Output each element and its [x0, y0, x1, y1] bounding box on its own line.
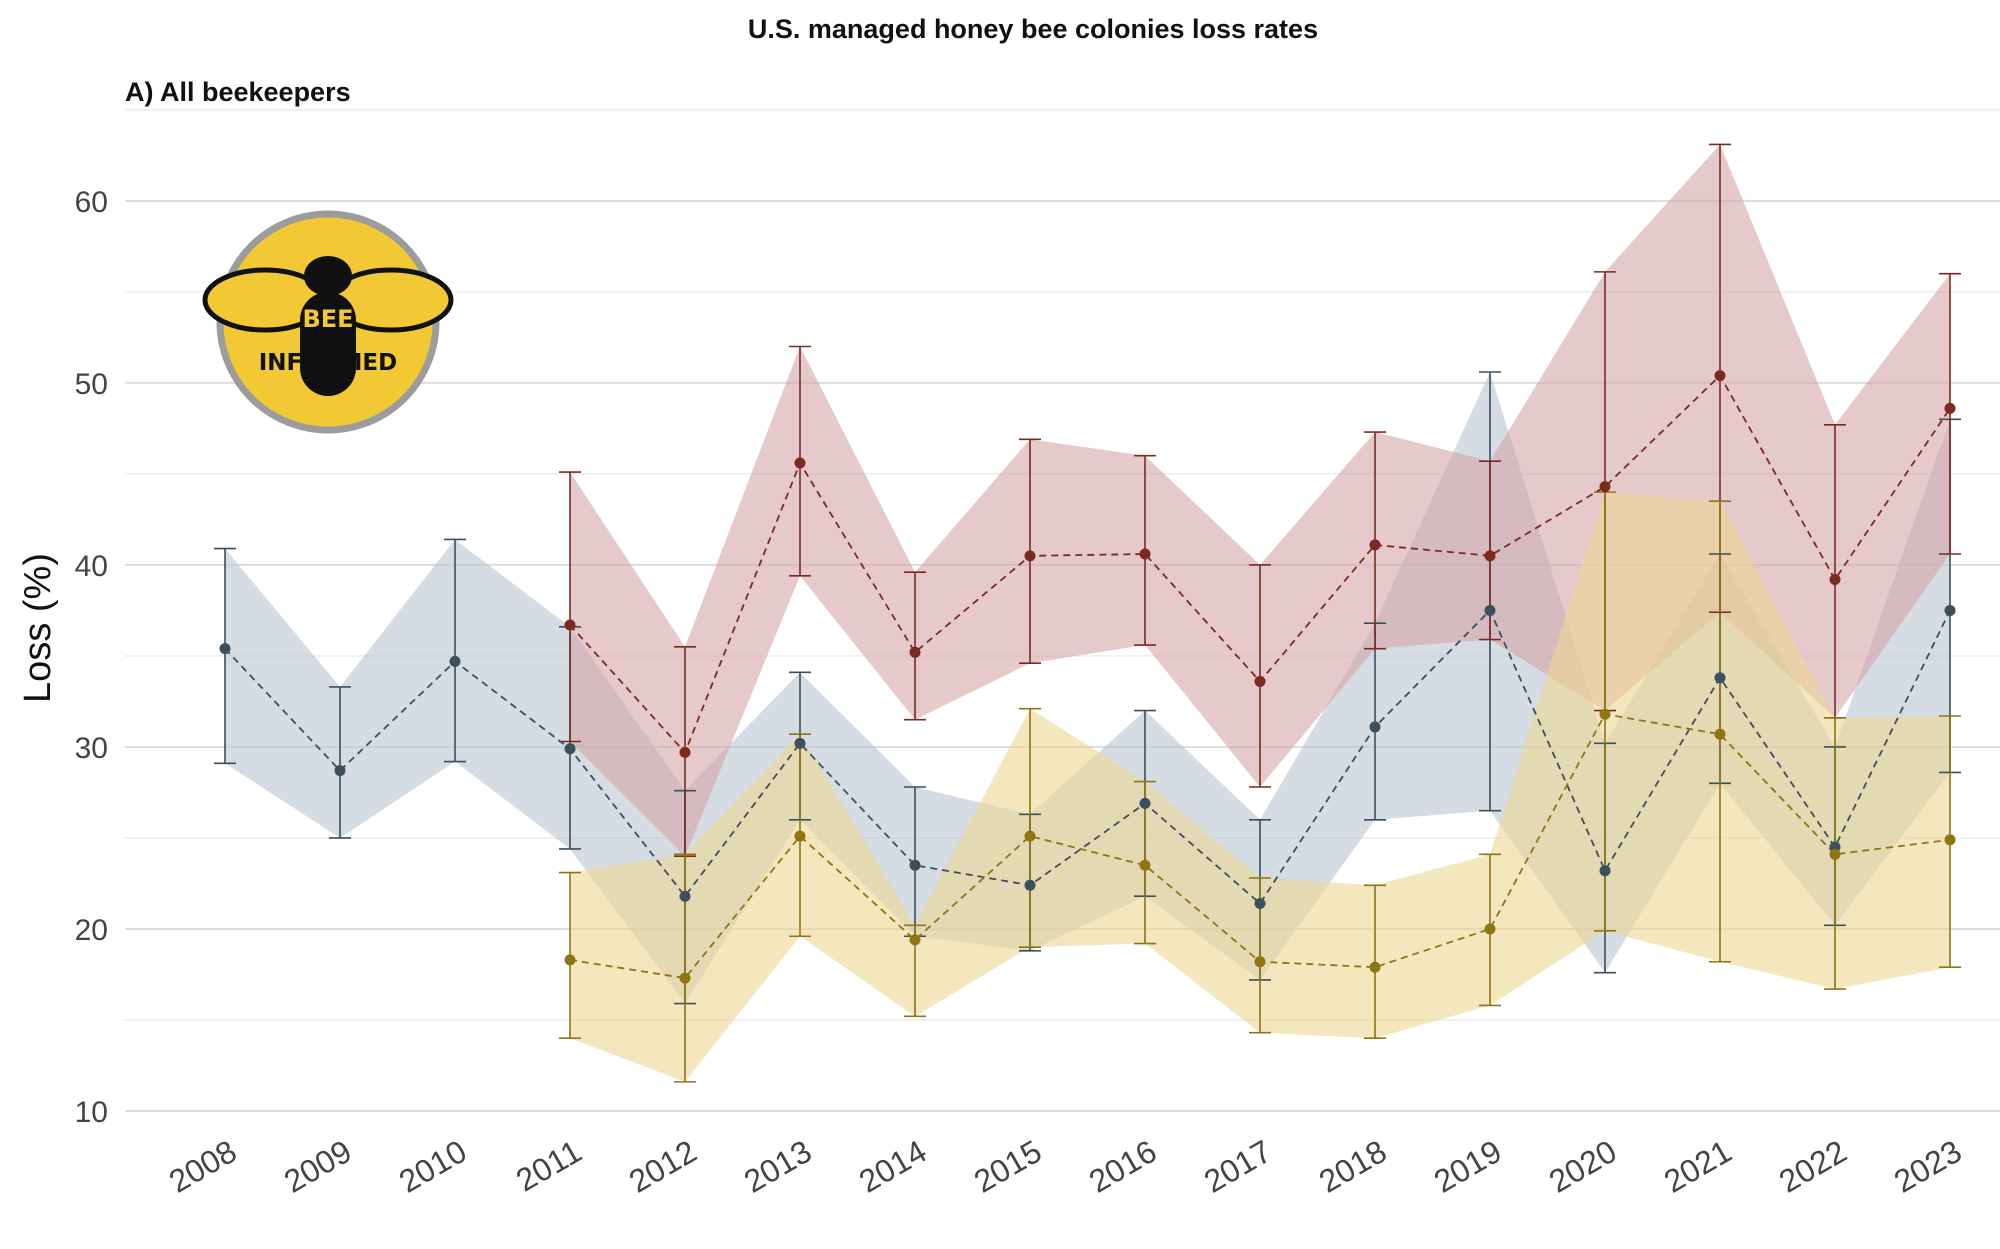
- y-tick-label: 40: [75, 550, 108, 583]
- data-point: [794, 457, 806, 469]
- data-point: [1254, 956, 1266, 968]
- data-point: [1599, 481, 1611, 493]
- data-point: [1484, 550, 1496, 562]
- error-bar: [214, 547, 236, 765]
- chart-title: U.S. managed honey bee colonies loss rat…: [748, 14, 1318, 44]
- data-point: [1139, 548, 1151, 560]
- data-point: [1944, 402, 1956, 414]
- y-tick-label: 30: [75, 732, 108, 765]
- data-point: [1944, 604, 1956, 616]
- data-point: [1599, 865, 1611, 877]
- series-line-0: [224, 608, 1951, 905]
- data-point: [1254, 675, 1266, 687]
- data-point: [909, 934, 921, 946]
- data-point: [334, 765, 346, 777]
- data-point: [909, 859, 921, 871]
- y-tick-label: 50: [75, 368, 108, 401]
- data-point: [1369, 721, 1381, 733]
- chart-subtitle: A) All beekeepers: [125, 77, 351, 107]
- data-points: [219, 370, 1956, 984]
- bee-head-icon: [304, 256, 352, 296]
- data-point: [1024, 879, 1036, 891]
- y-axis-ticks: 10 20 30 40 50 60: [75, 186, 108, 1129]
- data-point: [1714, 672, 1726, 684]
- y-tick-label: 20: [75, 914, 108, 947]
- bee-body-icon: [300, 292, 356, 396]
- data-point: [1599, 708, 1611, 720]
- data-point: [1139, 797, 1151, 809]
- y-tick-label: 60: [75, 186, 108, 219]
- error-bar: [329, 686, 351, 839]
- bee-informed-logo: BEE INFORMED: [202, 210, 454, 434]
- data-point: [909, 646, 921, 658]
- data-point: [1714, 728, 1726, 740]
- data-point: [1829, 848, 1841, 860]
- data-point: [564, 743, 576, 755]
- data-point: [1714, 370, 1726, 382]
- data-point: [1484, 604, 1496, 616]
- data-point: [1024, 830, 1036, 842]
- y-tick-label: 10: [75, 1096, 108, 1129]
- error-bar: [559, 471, 581, 743]
- data-point: [1139, 859, 1151, 871]
- error-bar: [904, 571, 926, 721]
- error-bar: [444, 538, 466, 763]
- data-point: [564, 619, 576, 631]
- data-point: [794, 830, 806, 842]
- logo-text-bee: BEE: [302, 305, 353, 333]
- y-axis-label: Loss (%): [17, 553, 59, 703]
- data-point: [1024, 550, 1036, 562]
- data-point: [1484, 923, 1496, 935]
- data-point: [679, 890, 691, 902]
- data-point: [679, 746, 691, 758]
- data-point: [1829, 573, 1841, 585]
- logo-text-informed: INFORMED: [259, 350, 397, 376]
- data-point: [1369, 961, 1381, 973]
- data-point: [1944, 834, 1956, 846]
- data-point: [1369, 539, 1381, 551]
- data-point: [794, 737, 806, 749]
- data-point: [679, 972, 691, 984]
- data-point: [564, 954, 576, 966]
- data-point: [219, 643, 231, 655]
- data-point: [1254, 897, 1266, 909]
- data-point: [449, 655, 461, 667]
- error-bar: [1019, 707, 1041, 948]
